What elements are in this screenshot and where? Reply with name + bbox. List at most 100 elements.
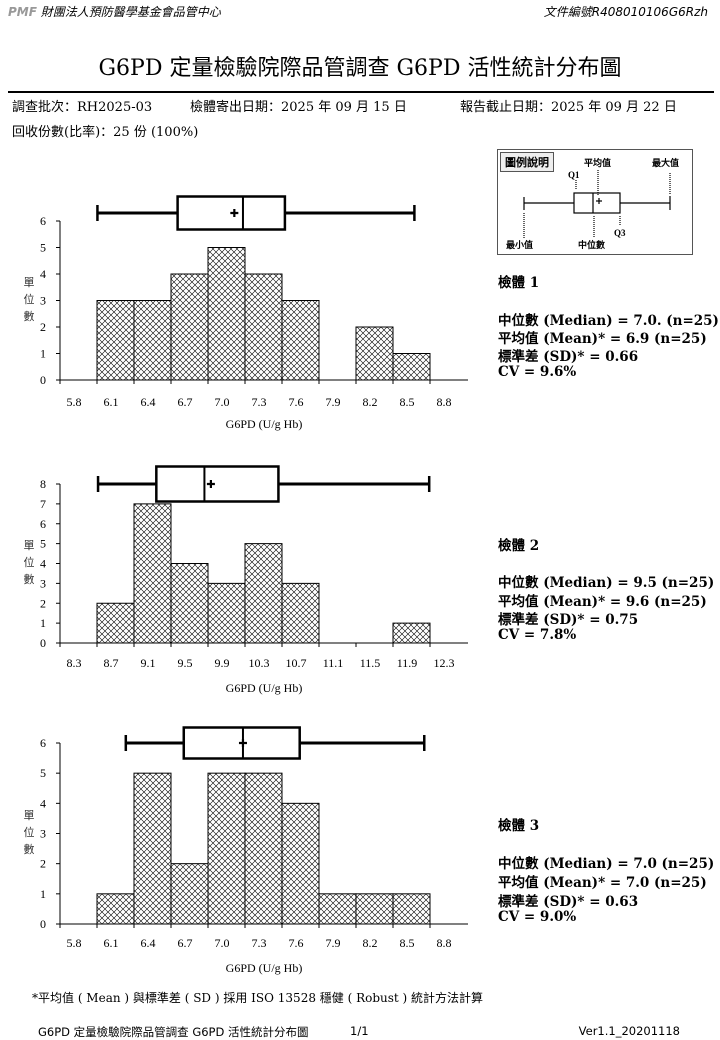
histogram-sample-2: 0 1 2 3 4 5 6 7 8 8.3 8.7 9.1 9.5 9.9 10.3 10.7 11.1 11.5… bbox=[22, 465, 468, 695]
logo: PMF bbox=[8, 5, 37, 19]
x-tick-label: 7.9 bbox=[326, 936, 341, 950]
histogram-bar bbox=[244, 273, 283, 381]
y-tick-label: 3 bbox=[40, 294, 46, 308]
page-number: 1/1 bbox=[350, 1024, 369, 1038]
legend-q3: Q3 bbox=[614, 228, 626, 238]
x-tick-label: 8.8 bbox=[437, 395, 452, 409]
y-tick-label: 0 bbox=[40, 636, 46, 650]
median-stat: 中位數 (Median) = 7.0 (n=25) bbox=[498, 856, 715, 872]
y-tick-label: 1 bbox=[40, 887, 46, 901]
y-tick-label: 0 bbox=[40, 373, 46, 387]
legend-title: 圖例說明 bbox=[500, 152, 554, 172]
histogram-bar bbox=[133, 503, 172, 644]
legend-min: 最小值 bbox=[506, 239, 533, 250]
histogram-bar bbox=[96, 893, 135, 925]
y-tick-label: 7 bbox=[40, 497, 46, 511]
x-tick-label: 7.9 bbox=[326, 395, 341, 409]
y-tick-label: 3 bbox=[40, 827, 46, 841]
histogram-bar bbox=[392, 353, 431, 381]
sent-date: 檢體寄出日期：2025 年 09 月 15 日 bbox=[190, 100, 407, 115]
return-rate: 回收份數(比率)：25 份 (100%) bbox=[12, 125, 199, 140]
x-tick-label: 6.7 bbox=[178, 936, 193, 950]
x-tick-label: 8.7 bbox=[104, 656, 119, 670]
mean-marker bbox=[230, 209, 239, 217]
org-name: 財團法人預防醫學基金會品管中心 bbox=[40, 5, 221, 19]
sd-stat: 標準差 (SD)* = 0.75 bbox=[498, 612, 639, 628]
y-tick-label: 6 bbox=[40, 736, 46, 750]
x-tick-label: 6.4 bbox=[141, 936, 156, 950]
histogram-bar bbox=[392, 893, 431, 925]
histogram-bar bbox=[170, 863, 209, 925]
x-tick-label: 12.3 bbox=[434, 656, 455, 670]
histogram-bar bbox=[170, 563, 209, 644]
x-tick-label: 7.6 bbox=[289, 936, 304, 950]
mean-stat: 平均值 (Mean)* = 9.6 (n=25) bbox=[498, 594, 707, 610]
x-tick-label: 8.2 bbox=[363, 395, 378, 409]
y-tick-label: 1 bbox=[40, 347, 46, 361]
x-tick-label: 5.8 bbox=[67, 395, 82, 409]
y-tick-label: 5 bbox=[40, 766, 46, 780]
mean-stat: 平均值 (Mean)* = 6.9 (n=25) bbox=[498, 331, 707, 347]
histogram-bar bbox=[133, 772, 172, 925]
y-axis-label: 單位數 bbox=[22, 276, 35, 327]
legend-median: 中位數 bbox=[578, 239, 606, 250]
cv-stat: CV = 9.6% bbox=[498, 364, 577, 380]
mean-stat: 平均值 (Mean)* = 7.0 (n=25) bbox=[498, 875, 707, 891]
x-tick-label: 8.5 bbox=[400, 395, 415, 409]
legend-q1: Q1 bbox=[568, 170, 580, 180]
x-tick-label: 8.2 bbox=[363, 936, 378, 950]
x-tick-label: 8.8 bbox=[437, 936, 452, 950]
footer-title: G6PD 定量檢驗院際品管調查 G6PD 活性統計分布圖 bbox=[38, 1025, 309, 1039]
histogram-bar bbox=[207, 772, 246, 925]
histogram-bar bbox=[96, 300, 135, 381]
x-tick-label: 7.3 bbox=[252, 936, 267, 950]
histogram-bar bbox=[281, 300, 320, 381]
sample-name: 檢體 1 bbox=[498, 275, 540, 291]
page-title: G6PD 定量檢驗院際品管調查 G6PD 活性統計分布圖 bbox=[98, 56, 622, 81]
x-tick-label: 9.1 bbox=[141, 656, 156, 670]
x-tick-label: 7.3 bbox=[252, 395, 267, 409]
mean-marker bbox=[238, 739, 247, 747]
median-stat: 中位數 (Median) = 7.0. (n=25) bbox=[498, 313, 719, 329]
x-tick-label: 5.8 bbox=[67, 936, 82, 950]
mean-marker bbox=[206, 480, 215, 488]
footnote: *平均值 ( Mean ) 與標準差 ( SD ) 採用 ISO 13528 穩… bbox=[32, 991, 484, 1005]
x-tick-label: 7.0 bbox=[215, 395, 230, 409]
histogram-bar bbox=[207, 582, 246, 644]
sample-name: 檢體 3 bbox=[498, 818, 540, 834]
x-tick-label: 7.0 bbox=[215, 936, 230, 950]
y-tick-label: 8 bbox=[40, 477, 46, 491]
histogram-bar bbox=[96, 602, 135, 644]
x-tick-label: 8.3 bbox=[67, 656, 82, 670]
deadline: 報告截止日期：2025 年 09 月 22 日 bbox=[460, 100, 677, 115]
histogram-bar bbox=[244, 772, 283, 925]
x-tick-label: 8.5 bbox=[400, 936, 415, 950]
histogram-sample-3: 0 1 2 3 4 5 6 5.8 6.1 6.4 6.7 7.0 7.3 7.6 7.9 8.2 8.5 8.8… bbox=[22, 726, 468, 975]
iqr-box bbox=[155, 465, 280, 503]
y-tick-label: 2 bbox=[40, 596, 46, 610]
x-tick-label: 6.7 bbox=[178, 395, 193, 409]
iqr-box bbox=[182, 726, 301, 760]
x-axis-label: G6PD (U/g Hb) bbox=[226, 961, 303, 975]
histogram-bar bbox=[355, 893, 394, 925]
x-tick-label: 10.7 bbox=[286, 656, 307, 670]
y-tick-label: 2 bbox=[40, 857, 46, 871]
x-tick-label: 7.6 bbox=[289, 395, 304, 409]
histogram-bar bbox=[355, 326, 394, 381]
histogram-bar bbox=[281, 802, 320, 925]
histogram-sample-1: 0 1 2 3 4 5 6 5.8 6.1 6.4 6.7 7.0 7.3 7.6 7.9 8.2 8.5 8.8… bbox=[22, 195, 468, 431]
x-axis-label: G6PD (U/g Hb) bbox=[226, 681, 303, 695]
sd-stat: 標準差 (SD)* = 0.63 bbox=[498, 894, 639, 910]
sample-name: 檢體 2 bbox=[498, 538, 540, 554]
sd-stat: 標準差 (SD)* = 0.66 bbox=[498, 349, 639, 365]
x-tick-label: 6.4 bbox=[141, 395, 156, 409]
x-tick-label: 6.1 bbox=[104, 395, 119, 409]
batch: 調查批次：RH2025-03 bbox=[12, 100, 153, 115]
median-stat: 中位數 (Median) = 9.5 (n=25) bbox=[498, 575, 715, 591]
histogram-bar bbox=[133, 300, 172, 381]
x-tick-label: 11.5 bbox=[360, 656, 381, 670]
y-tick-label: 4 bbox=[40, 557, 46, 571]
doc-number: 文件編號R408010106G6Rzh bbox=[543, 5, 708, 19]
legend-boxplot: 平均值 最大值 Q1 Q3 最小值 中位數 bbox=[506, 157, 679, 250]
histogram-bar bbox=[207, 247, 246, 381]
